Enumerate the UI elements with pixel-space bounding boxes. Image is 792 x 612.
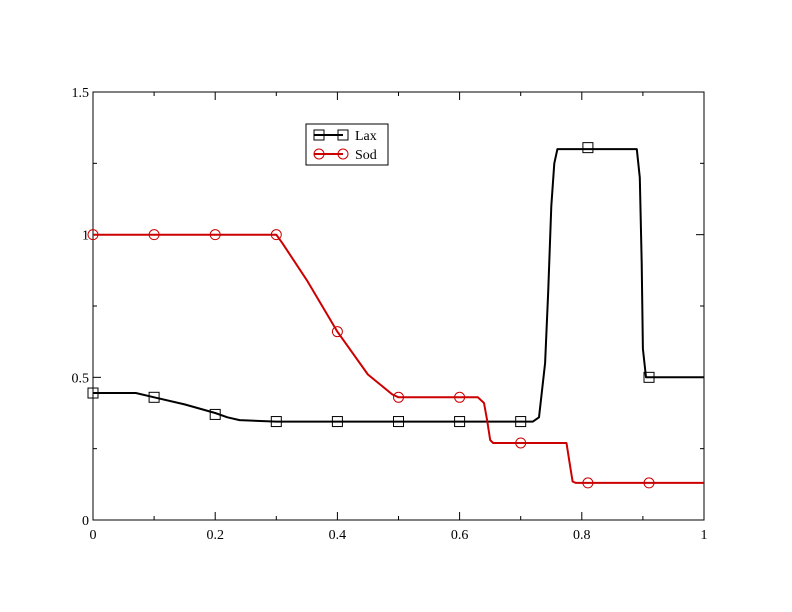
series-line-sod bbox=[93, 233, 704, 484]
data-point-sod bbox=[148, 229, 160, 241]
x-tick-label: 1 bbox=[701, 528, 708, 543]
data-point-lax bbox=[454, 416, 466, 428]
data-point-sod bbox=[454, 391, 466, 403]
x-tick-label: 0 bbox=[90, 528, 97, 543]
y-tick-label: 0.5 bbox=[72, 371, 90, 386]
plot-frame bbox=[92, 91, 705, 521]
x-tick-label: 0.2 bbox=[206, 528, 224, 543]
legend-entry-sod: Sod bbox=[313, 148, 377, 163]
data-point-sod bbox=[643, 477, 655, 489]
data-point-sod bbox=[209, 229, 221, 241]
legend: Lax Sod bbox=[305, 123, 389, 166]
data-point-lax bbox=[87, 387, 99, 399]
data-point-lax bbox=[582, 142, 594, 154]
data-point-sod bbox=[87, 229, 99, 241]
axis-ticks bbox=[92, 91, 705, 521]
x-tick-label: 0.6 bbox=[451, 528, 469, 543]
series-lines bbox=[93, 148, 704, 484]
legend-entry-lax: Lax bbox=[313, 129, 377, 144]
series-line-lax bbox=[93, 148, 704, 423]
legend-marker-sod-left bbox=[313, 148, 325, 160]
data-point-lax bbox=[209, 408, 221, 420]
data-point-sod bbox=[393, 391, 404, 403]
data-point-lax bbox=[515, 416, 527, 428]
series-markers bbox=[87, 142, 655, 489]
legend-label-lax: Lax bbox=[355, 129, 377, 144]
data-point-lax bbox=[643, 371, 655, 383]
y-tick-label: 1 bbox=[82, 229, 89, 244]
x-tick-label: 0.4 bbox=[329, 528, 347, 543]
data-point-sod bbox=[270, 229, 282, 241]
data-point-lax bbox=[148, 391, 160, 403]
legend-marker-lax-left bbox=[313, 129, 325, 141]
y-tick-label: 0 bbox=[82, 514, 89, 529]
x-tick-label: 0.8 bbox=[573, 528, 591, 543]
legend-marker-lax-right bbox=[337, 129, 349, 141]
y-tick-label: 1.5 bbox=[72, 86, 90, 101]
data-point-sod bbox=[582, 477, 594, 489]
data-point-lax bbox=[393, 416, 404, 428]
axis-tick-labels: 0 0.2 0.4 0.6 0.8 1 0 0.5 1 1.5 bbox=[72, 86, 708, 543]
data-point-sod bbox=[331, 326, 343, 338]
legend-label-sod: Sod bbox=[355, 148, 377, 163]
legend-box bbox=[305, 123, 389, 166]
data-point-lax bbox=[270, 416, 282, 428]
data-point-sod bbox=[515, 437, 527, 449]
data-point-lax bbox=[331, 416, 343, 428]
legend-marker-sod-right bbox=[337, 148, 349, 160]
